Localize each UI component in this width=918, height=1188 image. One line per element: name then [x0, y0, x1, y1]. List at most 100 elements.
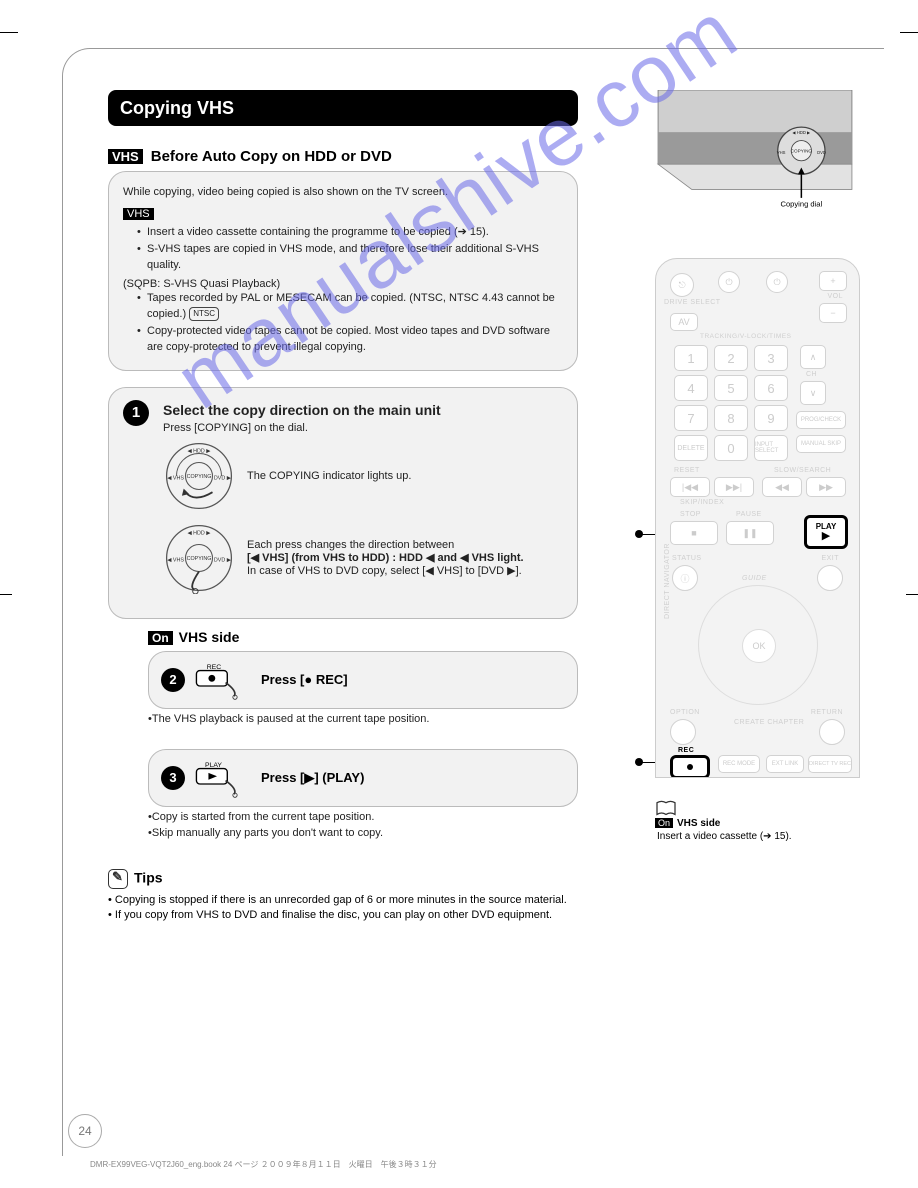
- tracking-label: TRACKING/V-LOCK/TIMES: [700, 333, 791, 340]
- rec-mode-button[interactable]: REC MODE: [718, 755, 760, 773]
- bullet: Insert a video cassette containing the p…: [137, 224, 563, 241]
- svg-text:◀ HDD ▶: ◀ HDD ▶: [188, 530, 211, 536]
- bullet: Tapes recorded by PAL or MESECAM can be …: [137, 290, 563, 323]
- prog-check-button[interactable]: PROG/CHECK: [796, 411, 846, 429]
- exit-button[interactable]: [817, 565, 843, 591]
- option-button[interactable]: [670, 719, 696, 745]
- ch-down-button[interactable]: ∨: [800, 381, 826, 405]
- forward-button[interactable]: ▶▶: [806, 477, 846, 497]
- pause-label: PAUSE: [736, 511, 762, 518]
- step-number: 3: [161, 766, 185, 790]
- num-6-button[interactable]: 6: [754, 375, 788, 401]
- vol-label: VOL: [827, 293, 843, 300]
- crop-mark: [0, 594, 12, 595]
- num-7-button[interactable]: 7: [674, 405, 708, 431]
- exit-label: EXIT: [821, 555, 839, 562]
- vhs-tag-inner: VHS: [123, 208, 154, 220]
- stop-label: STOP: [680, 511, 701, 518]
- sqpb-note: (SQPB: S-VHS Quasi Playback): [123, 278, 563, 290]
- bullet: S-VHS tapes are copied in VHS mode, and …: [137, 241, 563, 274]
- right-column: COPYING ◀ HDD ▶ DVD VHS Copying dial ⎋ D…: [640, 90, 870, 842]
- crop-mark: [906, 594, 918, 595]
- drive-label: DRIVE SELECT: [664, 299, 721, 306]
- page-title: Copying VHS: [108, 90, 578, 126]
- play-button[interactable]: PLAY ▶: [804, 515, 848, 549]
- ext-link-button[interactable]: EXT LINK: [766, 755, 804, 773]
- svg-text:DVD ▶: DVD ▶: [214, 475, 231, 481]
- num-4-button[interactable]: 4: [674, 375, 708, 401]
- ok-button[interactable]: OK: [742, 629, 776, 663]
- num-9-button[interactable]: 9: [754, 405, 788, 431]
- on-tag: On: [148, 631, 173, 645]
- step-number: 2: [161, 668, 185, 692]
- ch-label: CH: [806, 371, 817, 378]
- bullet: Copy-protected video tapes cannot be cop…: [137, 323, 563, 356]
- step-title: Select the copy direction on the main un…: [163, 402, 563, 418]
- step-number: 1: [123, 400, 149, 426]
- svg-text:Copying dial: Copying dial: [780, 199, 822, 208]
- guide-label: GUIDE: [742, 575, 767, 582]
- dial-caption-2: Each press changes the direction between…: [247, 539, 524, 577]
- tv-power-button[interactable]: ⏻: [766, 271, 788, 293]
- rewind-button[interactable]: ◀◀: [762, 477, 802, 497]
- pause-button[interactable]: ❚❚: [726, 521, 774, 545]
- info-panel: While copying, video being copied is als…: [108, 171, 578, 371]
- rec-button[interactable]: [670, 755, 710, 778]
- reset-label: RESET: [674, 467, 700, 474]
- return-label: RETURN: [811, 709, 843, 716]
- direct-tv-rec-button[interactable]: DIRECT TV REC: [808, 755, 852, 773]
- skip-prev-button[interactable]: |◀◀: [670, 477, 710, 497]
- panel-intro: While copying, video being copied is als…: [123, 186, 563, 198]
- slow-label: SLOW/SEARCH: [774, 467, 831, 474]
- av-button[interactable]: AV: [670, 313, 698, 331]
- svg-text:◀ VHS: ◀ VHS: [167, 557, 184, 563]
- crop-mark: [900, 32, 918, 33]
- step-panel-1: 1 Select the copy direction on the main …: [108, 387, 578, 619]
- vol-down-button[interactable]: −: [819, 303, 847, 323]
- svg-text:DVD ▶: DVD ▶: [214, 557, 231, 563]
- stop-button[interactable]: ■: [670, 521, 718, 545]
- tips-body: • Copying is stopped if there is an unre…: [108, 893, 868, 925]
- svg-text:COPYING: COPYING: [791, 148, 813, 153]
- create-chapter-label: CREATE CHAPTER: [734, 719, 804, 726]
- vol-up-button[interactable]: +: [819, 271, 847, 291]
- num-5-button[interactable]: 5: [714, 375, 748, 401]
- ch-up-button[interactable]: ∧: [800, 345, 826, 369]
- vhs-tag: VHS: [108, 149, 143, 164]
- num-2-button[interactable]: 2: [714, 345, 748, 371]
- action-panel-rec: 2 REC Press [● REC]: [148, 651, 578, 709]
- skip-label: SKIP/INDEX: [680, 499, 724, 506]
- num-1-button[interactable]: 1: [674, 345, 708, 371]
- manual-skip-button[interactable]: MANUAL SKIP: [796, 435, 846, 453]
- on-tag: On: [655, 818, 673, 828]
- svg-text:REC: REC: [207, 663, 222, 670]
- section-heading-text: Before Auto Copy on HDD or DVD: [151, 148, 392, 165]
- manual-icon: [655, 800, 677, 818]
- drive-select-button[interactable]: ⎋: [670, 273, 694, 297]
- input-select-button[interactable]: INPUT SELECT: [754, 435, 788, 461]
- svg-text:◀ VHS: ◀ VHS: [167, 475, 184, 481]
- svg-text:PLAY: PLAY: [205, 761, 222, 768]
- step-sub: Press [COPYING] on the dial.: [163, 422, 563, 434]
- footer-meta: DMR-EX99VEG-VQT2J60_eng.book 24 ページ ２００９…: [90, 1159, 437, 1170]
- status-label: STATUS: [672, 555, 702, 562]
- svg-text:◀ HDD ▶: ◀ HDD ▶: [792, 130, 811, 135]
- right-note: OnVHS side Insert a video cassette (➔ 15…: [655, 800, 860, 842]
- svg-text:DVD: DVD: [817, 150, 826, 155]
- tips-heading: Tips: [108, 869, 868, 889]
- num-8-button[interactable]: 8: [714, 405, 748, 431]
- return-button[interactable]: [819, 719, 845, 745]
- status-button[interactable]: ⓘ: [672, 565, 698, 591]
- rec-button-icon: REC: [193, 660, 253, 700]
- tips-icon: [108, 869, 128, 889]
- ntsc-icon: NTSC: [189, 307, 219, 321]
- rec-label: REC: [678, 747, 694, 754]
- num-0-button[interactable]: 0: [714, 435, 748, 461]
- svg-text:COPYING: COPYING: [187, 473, 212, 479]
- dial-caption-1: The COPYING indicator lights up.: [247, 470, 411, 482]
- power-button[interactable]: ⏻: [718, 271, 740, 293]
- num-3-button[interactable]: 3: [754, 345, 788, 371]
- skip-next-button[interactable]: ▶▶|: [714, 477, 754, 497]
- direct-nav-label: DIRECT NAVIGATOR: [664, 543, 671, 619]
- delete-button[interactable]: DELETE: [674, 435, 708, 461]
